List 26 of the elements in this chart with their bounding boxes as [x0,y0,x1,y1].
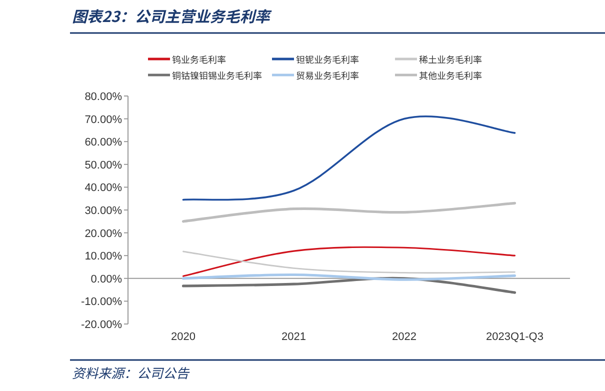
legend-label: 钨业务毛利率 [172,53,226,66]
legend-label: 其他业务毛利率 [419,69,482,82]
chart-title: 图表23：公司主营业务毛利率 [72,6,273,27]
y-tick-label: 70.00% [84,114,122,126]
y-tick-label: 0.00% [90,273,122,286]
text: 资料来源：公司公告 [72,363,190,382]
y-tick-label: -20.00% [81,319,122,331]
x-tick-label: 2020 [171,331,196,343]
y-tick-label: 20.00% [84,228,122,240]
line-series [182,246,516,277]
x-tick-label: 2021 [282,331,306,343]
legend-label: 稀土业务毛利率 [419,53,482,66]
y-tick-label: 50.00% [84,159,122,172]
y-tick-label: 30.00% [84,205,122,217]
y-tick-label: 60.00% [84,136,122,149]
legend-label: 钽铌业务毛利率 [296,53,360,66]
line-series [182,202,516,223]
legend-label: 贸易业务毛利率 [296,69,360,82]
y-tick-label: 80.00% [84,91,122,103]
line-series [182,250,516,274]
y-tick-label: 40.00% [84,182,122,194]
y-tick-label: 10.00% [84,250,122,263]
y-tick-label: -10.00% [81,296,122,308]
x-tick-label: 2023Q1-Q3 [486,331,544,343]
x-tick-label: 2022 [392,331,416,343]
legend-label: 铜钴镍钼锡业务毛利率 [172,69,262,82]
